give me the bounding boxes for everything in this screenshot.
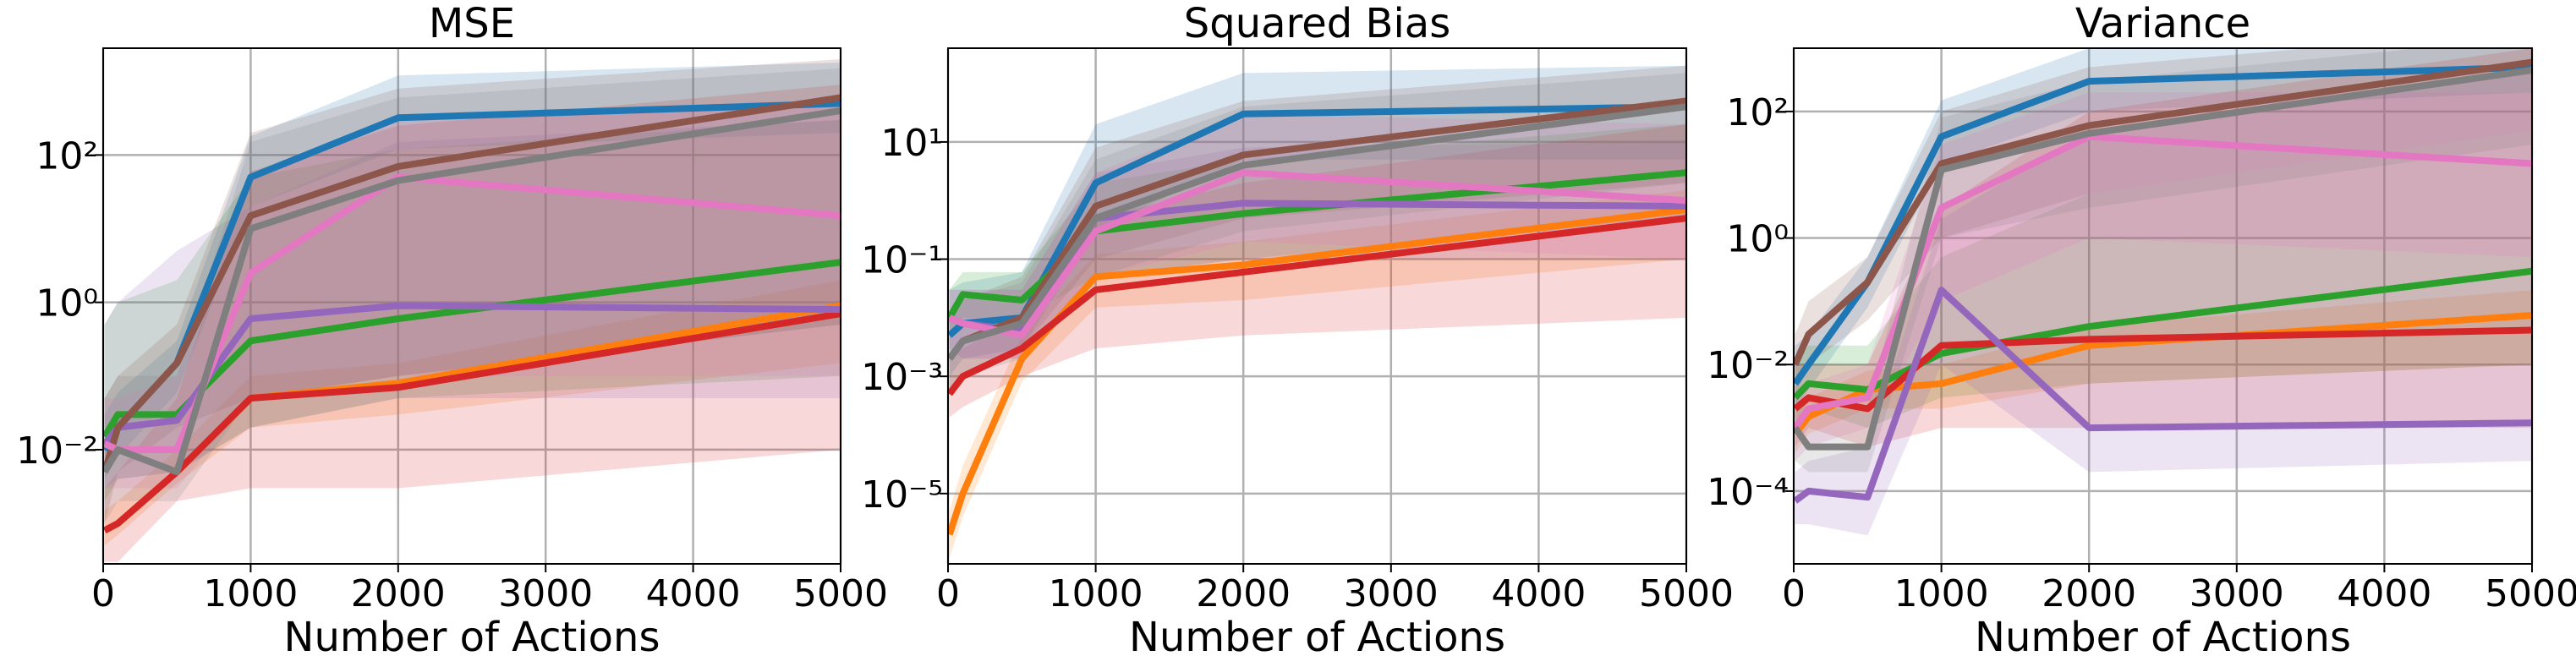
squared-bias-panel: 0 1000 2000 3000 4000 5000 10⁻⁵ 10⁻³ 10⁻¹ 10¹ Squa… xyxy=(861,0,1734,661)
y-tick-label: 10⁰ xyxy=(1726,218,1789,261)
x-tick-label: 4000 xyxy=(1491,572,1586,615)
series-line-7 xyxy=(103,107,841,476)
plot-frame xyxy=(947,47,1687,565)
series-line-3 xyxy=(103,310,841,534)
x-tick-label: 3000 xyxy=(498,572,593,615)
x-tick-label: 2000 xyxy=(351,572,446,615)
series-band-0 xyxy=(1795,48,2532,409)
series-line-6 xyxy=(948,169,1686,339)
plot-frame xyxy=(102,47,841,565)
x-tick-label: 1000 xyxy=(203,572,298,615)
series-line-2 xyxy=(1794,267,2532,401)
series-line-0 xyxy=(1794,63,2532,386)
x-tick-label: 4000 xyxy=(2337,572,2431,615)
series-band-0 xyxy=(104,63,841,479)
x-tick-label: 5000 xyxy=(2485,572,2576,615)
x-tick-label: 3000 xyxy=(2190,572,2284,615)
plot-frame xyxy=(1793,47,2533,565)
x-tick-label: 0 xyxy=(91,572,115,615)
x-axis-label: Number of Actions xyxy=(284,614,660,661)
series-lines xyxy=(1794,58,2532,504)
x-tick-label: 1000 xyxy=(1049,572,1143,615)
series-band-2 xyxy=(949,124,1686,342)
series-band-4 xyxy=(1795,67,2532,536)
series-band-3 xyxy=(949,124,1686,418)
mse-panel: 0 1000 2000 3000 4000 5000 10⁻² 10⁰ 10² MSE Number… xyxy=(16,0,888,661)
series-band-6 xyxy=(1795,92,2532,462)
x-tick-label: 2000 xyxy=(2042,572,2136,615)
series-band-5 xyxy=(949,65,1686,394)
x-tick-label: 5000 xyxy=(1639,572,1734,615)
chart-title: MSE xyxy=(429,0,515,47)
chart-title: Variance xyxy=(2075,0,2250,47)
x-tick-label: 5000 xyxy=(793,572,888,615)
series-line-3 xyxy=(948,215,1686,396)
series-lines xyxy=(103,94,841,534)
series-line-3 xyxy=(1794,326,2532,413)
y-tick-label: 10⁰ xyxy=(36,282,98,325)
y-tick-label: 10⁻⁴ xyxy=(1707,471,1789,514)
x-tick-label: 3000 xyxy=(1344,572,1439,615)
y-tick-label: 10⁻⁵ xyxy=(861,473,943,517)
series-lines xyxy=(948,97,1686,536)
x-tick-label: 2000 xyxy=(1196,572,1291,615)
series-band-0 xyxy=(949,65,1686,377)
series-band-7 xyxy=(949,73,1686,395)
series-band-6 xyxy=(949,113,1686,359)
y-tick-label: 10⁻² xyxy=(16,429,98,473)
series-line-4 xyxy=(1794,287,2532,504)
y-tick-label: 10⁻² xyxy=(1707,344,1789,387)
series-band-5 xyxy=(104,59,841,524)
series-line-5 xyxy=(1794,58,2532,366)
x-axis-label: Number of Actions xyxy=(1975,614,2351,661)
x-axis-label: Number of Actions xyxy=(1129,614,1505,661)
y-tick-label: 10² xyxy=(1726,91,1789,134)
series-band-5 xyxy=(1795,48,2532,398)
series-band-2 xyxy=(1795,130,2532,429)
y-tick-label: 10¹ xyxy=(880,122,943,165)
x-tick-label: 0 xyxy=(936,572,960,615)
x-tick-label: 1000 xyxy=(1894,572,1989,615)
y-tick-label: 10² xyxy=(36,134,98,178)
variance-panel: 0 1000 2000 3000 4000 5000 10⁻⁴ 10⁻² 10⁰ 10² Varia… xyxy=(1707,0,2576,661)
y-tick-label: 10⁻³ xyxy=(861,356,943,399)
series-line-7 xyxy=(1794,67,2532,451)
series-line-7 xyxy=(948,103,1686,361)
series-band-7 xyxy=(104,68,841,524)
x-tick-label: 0 xyxy=(1782,572,1806,615)
x-tick-label: 4000 xyxy=(646,572,741,615)
y-tick-label: 10⁻¹ xyxy=(861,239,943,282)
chart-title: Squared Bias xyxy=(1184,0,1450,47)
series-line-5 xyxy=(103,94,841,473)
